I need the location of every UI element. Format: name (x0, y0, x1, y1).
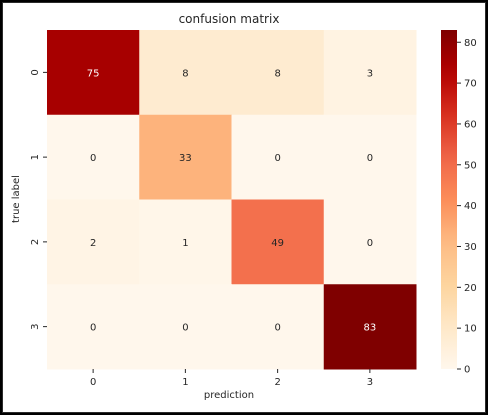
heatmap-cell (139, 114, 232, 200)
heatmap-cell-value: 33 (179, 153, 192, 164)
colorbar-tick-label: 50 (464, 160, 477, 171)
colorbar-tick-label: 60 (464, 119, 477, 130)
heatmap-cell-value: 0 (367, 153, 373, 164)
heatmap-cells (47, 30, 417, 370)
heatmap-cell (139, 284, 232, 370)
colorbar-tick-label: 70 (464, 79, 477, 90)
heatmap-cell (47, 114, 140, 200)
colorbar (441, 30, 457, 369)
heatmap-cell-value: 2 (90, 238, 96, 249)
x-axis-ticks: 0 1 2 3 (90, 369, 373, 388)
heatmap-cell-value: 0 (274, 153, 280, 164)
heatmap-cell-value: 0 (90, 153, 96, 164)
heatmap-cell-value: 0 (90, 323, 96, 334)
heatmap-cell-value: 0 (274, 323, 280, 334)
heatmap-cell (47, 199, 140, 285)
heatmap-cell-value: 83 (364, 323, 377, 334)
heatmap-cell-labels: 75 8 8 30 33 0 02 1 49 00 0 0 83 (87, 68, 376, 333)
y-axis-title: true label (11, 175, 22, 223)
heatmap-cell-value: 75 (87, 68, 100, 79)
heatmap-cell-value: 3 (367, 68, 373, 79)
y-tick-label: 2 (30, 239, 41, 245)
x-tick-label: 2 (274, 377, 280, 388)
heatmap-cell (47, 284, 140, 370)
x-tick-label: 3 (367, 377, 373, 388)
y-axis-ticks: 0 1 2 3 (30, 69, 47, 330)
x-tick-label: 0 (90, 377, 96, 388)
heatmap-cell-value: 8 (182, 68, 188, 79)
heatmap-cell-value: 0 (367, 238, 373, 249)
heatmap-cell-value: 1 (182, 238, 188, 249)
heatmap-cell-value: 0 (182, 323, 188, 334)
heatmap-cell-value: 8 (274, 68, 280, 79)
heatmap-cell (323, 284, 417, 370)
heatmap-cell (231, 30, 325, 116)
colorbar-tick-label: 0 (464, 365, 470, 376)
heatmap-cell (323, 30, 417, 116)
colorbar-ticks: 0 10 20 30 40 50 60 70 80 (457, 38, 477, 376)
x-axis-title: prediction (204, 390, 254, 401)
y-tick-label: 0 (30, 69, 41, 75)
heatmap-cell (323, 114, 417, 200)
x-tick-label: 1 (182, 377, 188, 388)
heatmap-cell (231, 199, 325, 285)
heatmap-cell (139, 30, 232, 116)
y-tick-label: 3 (30, 323, 41, 329)
colorbar-tick-label: 20 (464, 283, 477, 294)
colorbar-tick-label: 40 (464, 201, 477, 212)
y-tick-label: 1 (30, 154, 41, 160)
heatmap-cell (231, 284, 325, 370)
heatmap-cell (231, 114, 325, 200)
heatmap-cell (47, 30, 140, 116)
heatmap-cell (139, 199, 232, 285)
chart-title: confusion matrix (179, 12, 280, 26)
heatmap-cell-value: 49 (271, 238, 284, 249)
colorbar-tick-label: 80 (464, 38, 477, 49)
colorbar-tick-label: 10 (464, 324, 477, 335)
colorbar-tick-label: 30 (464, 242, 477, 253)
heatmap-cell (323, 199, 417, 285)
